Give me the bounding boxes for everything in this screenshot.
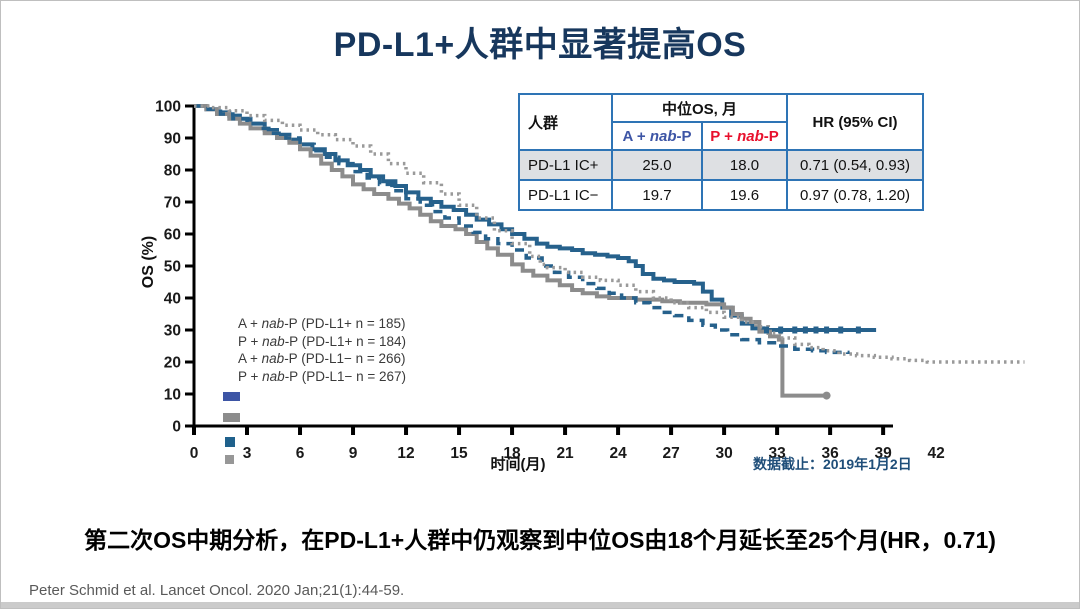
hr-cell: 0.97 (0.78, 1.20) — [786, 179, 924, 211]
legend-swatch-blue-dashed — [225, 437, 235, 447]
x-tick-label: 15 — [450, 445, 468, 462]
table-row-pdl1-icpos: PD-L1 IC+ 25.0 18.0 0.71 (0.54, 0.93) — [518, 149, 924, 181]
y-tick-label: 10 — [164, 387, 181, 404]
table-row-pdl1-icneg: PD-L1 IC− 19.7 19.6 0.97 (0.78, 1.20) — [518, 179, 924, 211]
y-tick-label: 40 — [164, 291, 181, 308]
censor-tick — [838, 326, 844, 334]
x-tick-label: 18 — [503, 445, 521, 462]
x-axis-label: 时间(月) — [490, 456, 546, 473]
km-curve-3-dotted — [194, 104, 1025, 364]
population-cell: PD-L1 IC− — [518, 179, 613, 211]
citation: Peter Schmid et al. Lancet Oncol. 2020 J… — [29, 582, 405, 599]
x-tick-label: 6 — [296, 445, 305, 462]
y-tick-label: 0 — [172, 419, 181, 436]
x-tick-label: 27 — [662, 445, 679, 462]
y-tick-label: 80 — [164, 163, 181, 180]
conclusion-statement: 第二次OS中期分析，在PD-L1+人群中仍观察到中位OS由18个月延长至25个月… — [84, 527, 996, 553]
km-curve-1-solid — [194, 104, 827, 398]
x-tick-label: 21 — [556, 445, 574, 462]
x-tick-label: 9 — [349, 445, 358, 462]
legend-swatch-blue-solid — [223, 392, 240, 401]
y-ticks: 0 10 20 30 40 50 60 70 80 90 100 — [155, 99, 194, 436]
data-cutoff-note: 数据截止：2019年1月2日 — [753, 456, 912, 472]
censor-tick — [813, 326, 819, 334]
page-title: PD-L1+人群中显著提高OS — [333, 26, 747, 64]
hr-cell: 0.71 (0.54, 0.93) — [786, 149, 924, 181]
median-a-cell: 19.7 — [611, 179, 703, 211]
x-tick-label: 33 — [768, 445, 786, 462]
x-tick-label: 0 — [190, 445, 199, 462]
x-tick-label: 3 — [243, 445, 252, 462]
y-tick-label: 30 — [164, 323, 181, 340]
bottom-bar — [1, 602, 1079, 608]
censor-tick — [792, 326, 798, 334]
median-p-cell: 19.6 — [701, 179, 788, 211]
legend-item-p-pdl1pos: P + nab-P (PD-L1+ n = 184) — [238, 333, 407, 349]
x-tick-label: 36 — [821, 445, 839, 462]
table-header-hr: HR (95% CI) — [786, 93, 924, 151]
y-tick-label: 50 — [164, 259, 181, 276]
x-tick-label: 24 — [609, 445, 627, 462]
legend-item-a-pdl1neg: A + nab-P (PD-L1− n = 266) — [238, 351, 406, 366]
y-axis-label: OS (%) — [140, 235, 157, 289]
y-tick-label: 20 — [164, 355, 181, 372]
table-header-arm-p: P + nab-P — [701, 121, 788, 151]
x-ticks: 0 3 6 9 12 15 18 21 24 27 30 33 36 39 42 — [190, 426, 945, 462]
km-legend: A + nab-P (PD-L1+ n = 185) P + nab-P (PD… — [238, 315, 406, 385]
legend-item-a-pdl1pos: A + nab-P (PD-L1+ n = 185) — [238, 316, 406, 331]
table-header-arm-a: A + nab-P — [611, 121, 703, 151]
censor-tick — [778, 326, 784, 334]
censor-tick — [764, 326, 770, 334]
censor-tick — [824, 326, 830, 334]
y-tick-label: 90 — [164, 131, 181, 148]
table-header-population: 人群 — [518, 93, 613, 151]
legend-item-p-pdl1neg: P + nab-P (PD-L1− n = 267) — [238, 368, 407, 384]
legend-swatches — [223, 392, 240, 464]
legend-swatch-gray-dotted — [225, 455, 234, 464]
median-os-table: 人群 中位OS, 月 HR (95% CI) A + nab-P P + nab… — [518, 93, 924, 211]
end-marker — [822, 391, 831, 400]
median-a-cell: 25.0 — [611, 149, 703, 181]
population-cell: PD-L1 IC+ — [518, 149, 613, 181]
median-p-cell: 18.0 — [701, 149, 788, 181]
table-header-median-os: 中位OS, 月 — [611, 93, 788, 123]
censor-marks — [764, 326, 861, 334]
x-tick-label: 12 — [397, 445, 414, 462]
x-tick-label: 30 — [715, 445, 732, 462]
legend-swatch-gray-solid — [223, 413, 240, 422]
y-tick-label: 60 — [164, 227, 181, 244]
y-tick-label: 100 — [155, 99, 181, 116]
censor-tick — [802, 326, 808, 334]
x-tick-label-extra: 42 — [928, 445, 945, 462]
censor-tick — [855, 326, 861, 334]
x-tick-label: 39 — [875, 445, 893, 462]
y-tick-label: 70 — [164, 195, 181, 212]
